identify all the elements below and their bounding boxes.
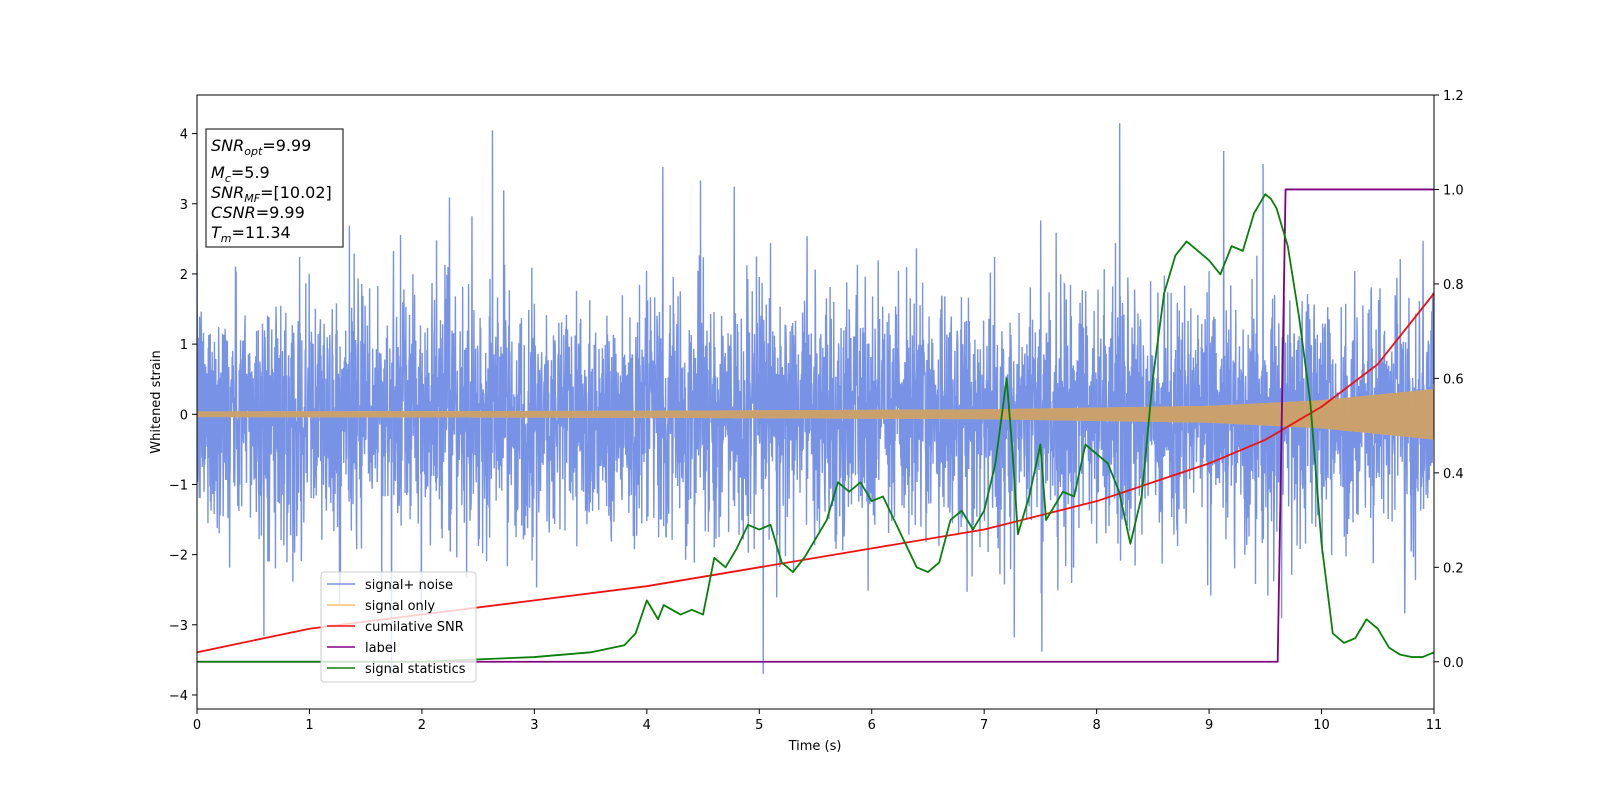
info-snr-mf-symbol: SNR — [211, 183, 244, 202]
y-left-tick-label: −1 — [169, 478, 188, 493]
legend-label-signal-statistics: signal statistics — [365, 662, 466, 677]
y-right-tick-label: 0.6 — [1443, 372, 1464, 387]
x-tick-label: 8 — [1092, 718, 1100, 733]
y-left-tick-label: −2 — [169, 549, 188, 564]
info-tm-value: =11.34 — [232, 223, 291, 242]
legend: signal+ noise signal only cumilative SNR… — [320, 571, 477, 683]
x-tick-label: 10 — [1313, 718, 1330, 733]
y-right-tick-label: 0.2 — [1443, 561, 1464, 576]
x-tick-label: 0 — [193, 718, 201, 733]
legend-label-cumulative-snr: cumilative SNR — [365, 620, 464, 635]
info-snr-mf-value: =[10.02] — [260, 183, 332, 202]
info-csnr-symbol: CSNR — [211, 203, 256, 222]
plot-area-frame — [196, 94, 1435, 710]
x-tick-label: 2 — [418, 718, 426, 733]
x-axis-label: Time (s) — [788, 739, 842, 754]
y-left-tick-label: 2 — [180, 268, 188, 283]
x-tick-label: 4 — [643, 718, 651, 733]
x-tick-label: 1 — [305, 718, 313, 733]
y-left-tick-label: 4 — [180, 128, 188, 143]
signal-only-series — [197, 389, 1434, 440]
info-mc-symbol: M — [211, 163, 225, 182]
info-box-frame — [205, 128, 344, 248]
legend-label-signal-noise: signal+ noise — [365, 578, 453, 593]
y-right-tick-label: 1.0 — [1443, 183, 1464, 198]
info-box: SNRopt=9.99 Mc=5.9 SNRMF=[10.02] CSNR=9.… — [205, 128, 344, 248]
y-left-tick-label: −3 — [169, 619, 188, 634]
legend-label-signal-only: signal only — [365, 599, 435, 614]
info-snr-mf-subscript: MF — [244, 192, 260, 205]
y-left-tick-label: −4 — [169, 689, 188, 704]
signal-noise-series — [197, 123, 1434, 674]
y-right-tick-label: 0.8 — [1443, 278, 1464, 293]
y-right-tick-label: 0.4 — [1443, 467, 1464, 482]
x-axis: 0 1 2 3 4 5 6 7 8 9 10 11 — [193, 709, 1442, 733]
y-left-tick-label: 0 — [180, 408, 188, 423]
info-csnr-value: =9.99 — [256, 203, 305, 222]
x-tick-label: 7 — [980, 718, 988, 733]
y-right-tick-label: 1.2 — [1443, 89, 1464, 104]
info-tm: Tm=11.34 — [211, 223, 291, 245]
signal-statistics-line — [197, 193, 1434, 663]
x-tick-label: 5 — [755, 718, 763, 733]
x-tick-label: 9 — [1205, 718, 1213, 733]
info-snr-mf: SNRMF=[10.02] — [211, 183, 332, 205]
y-left-tick-label: 1 — [180, 338, 188, 353]
info-snr-opt-value: =9.99 — [262, 136, 311, 155]
info-snr-opt: SNRopt=9.99 — [211, 136, 311, 158]
x-tick-label: 6 — [868, 718, 876, 733]
signal-only-envelope — [197, 389, 1434, 440]
x-tick-label: 11 — [1426, 718, 1443, 733]
info-snr-opt-symbol: SNR — [211, 136, 244, 155]
signal-noise-line — [197, 123, 1434, 674]
y-right-tick-label: 0.0 — [1443, 656, 1464, 671]
x-tick-label: 3 — [530, 718, 538, 733]
legend-label-label: label — [365, 641, 396, 656]
info-tm-symbol: T — [211, 223, 222, 242]
y-axis-label: Whitened strain — [149, 350, 164, 453]
label-line — [197, 188, 1434, 663]
info-tm-subscript: m — [221, 232, 232, 245]
y-left-tick-label: 3 — [180, 198, 188, 213]
info-csnr: CSNR=9.99 — [211, 203, 305, 222]
legend-frame — [320, 571, 477, 683]
info-mc-subscript: c — [225, 172, 231, 185]
info-snr-opt-subscript: opt — [244, 145, 263, 158]
y-axis-right: 0.0 0.2 0.4 0.6 0.8 1.0 1.2 — [1434, 89, 1464, 671]
info-mc: Mc=5.9 — [211, 163, 270, 185]
info-mc-value: =5.9 — [231, 163, 270, 182]
y-axis-left: −4 −3 −2 −1 0 1 2 3 4 — [169, 128, 197, 704]
